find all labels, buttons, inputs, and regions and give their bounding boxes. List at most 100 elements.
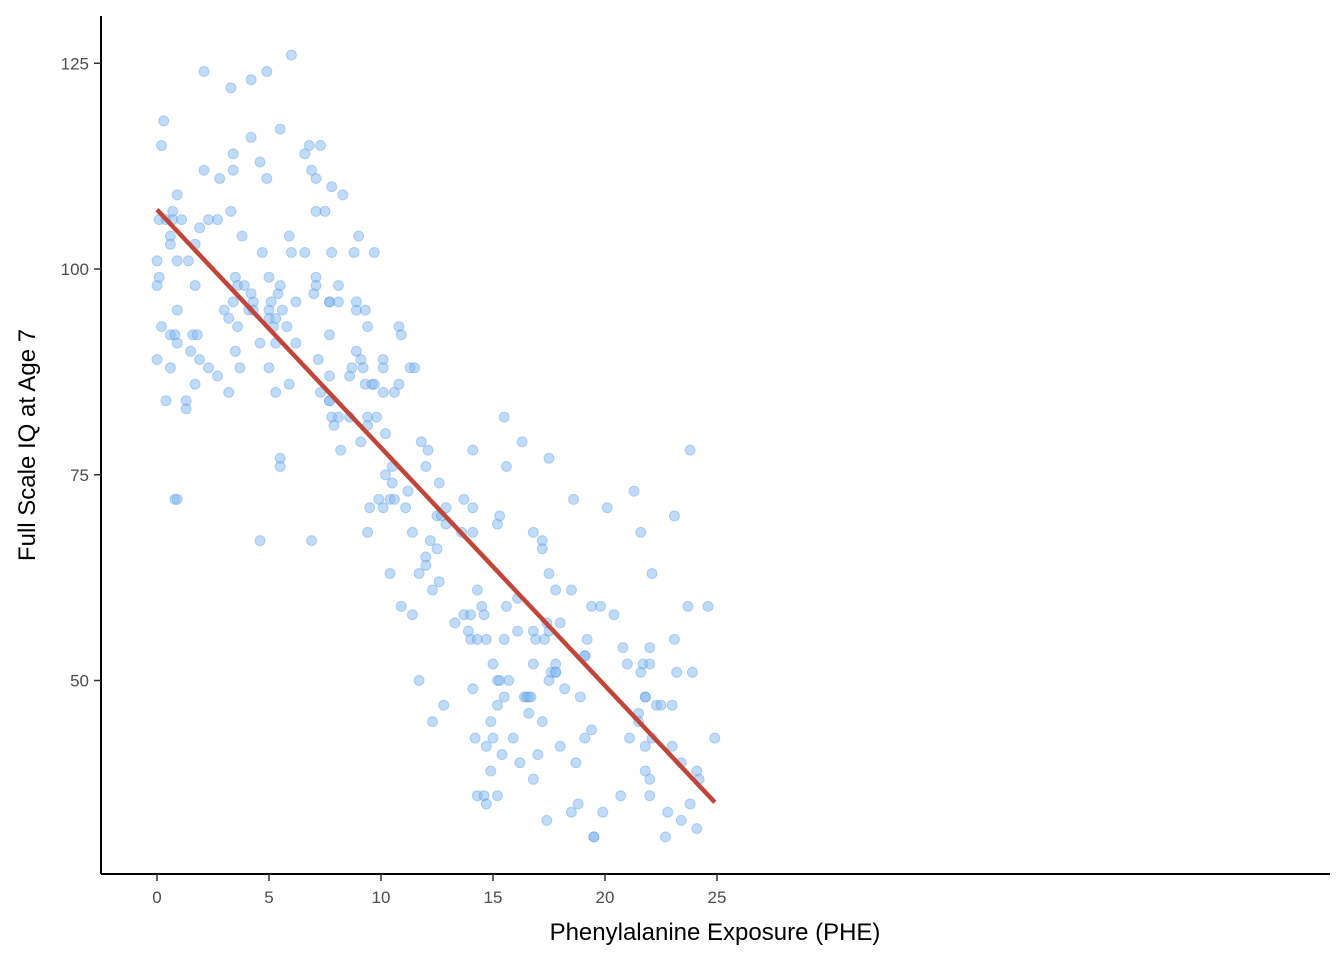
data-point <box>212 214 223 226</box>
data-point <box>639 765 651 777</box>
ticks-layer: 0 5 10 15 20 25 50 75 100 125 <box>61 54 727 907</box>
data-point <box>254 535 266 547</box>
data-point <box>281 321 293 333</box>
data-point <box>568 493 580 505</box>
data-point <box>176 214 188 226</box>
data-point <box>254 337 266 349</box>
data-point <box>666 740 678 752</box>
data-point <box>203 362 214 374</box>
data-point <box>550 584 562 596</box>
data-point <box>337 189 349 201</box>
data-point <box>413 675 425 686</box>
data-point <box>615 790 627 802</box>
data-point <box>312 354 324 365</box>
data-point <box>225 82 237 94</box>
data-point <box>639 691 651 703</box>
data-point <box>194 354 206 365</box>
data-point <box>283 378 295 390</box>
data-point <box>326 247 338 258</box>
data-point <box>413 568 425 579</box>
data-point <box>315 386 326 398</box>
data-point <box>386 477 398 489</box>
data-point <box>550 666 562 678</box>
data-point <box>588 831 600 843</box>
x-tick-label: 5 <box>264 888 273 907</box>
data-point <box>507 732 519 744</box>
x-tick-label: 20 <box>596 888 615 907</box>
data-point <box>254 156 266 168</box>
data-point <box>189 378 201 390</box>
x-tick-label: 10 <box>372 888 391 907</box>
data-point <box>299 247 311 258</box>
y-axis-title: Full Scale IQ at Age 7 <box>14 329 41 561</box>
data-point <box>527 773 539 785</box>
data-point <box>274 123 286 135</box>
data-point <box>283 230 295 242</box>
data-point <box>377 386 389 398</box>
data-point <box>368 247 380 258</box>
data-point <box>485 716 497 728</box>
data-point <box>646 568 658 579</box>
data-point <box>487 732 499 744</box>
data-point <box>655 699 667 711</box>
data-point <box>332 411 344 423</box>
data-point <box>541 814 553 826</box>
data-point <box>662 806 674 818</box>
data-point <box>516 436 528 448</box>
data-point <box>500 600 512 612</box>
axes <box>100 16 1330 875</box>
data-point <box>449 617 461 629</box>
x-tick-label: 25 <box>708 888 727 907</box>
data-point <box>290 296 302 308</box>
data-point <box>384 568 396 579</box>
data-point <box>400 502 412 514</box>
y-tick-label: 125 <box>61 54 89 73</box>
data-point <box>357 362 369 374</box>
data-point <box>346 362 358 374</box>
data-point <box>229 345 241 357</box>
data-point <box>274 280 286 291</box>
data-point <box>532 749 544 761</box>
data-point <box>570 757 582 769</box>
data-point <box>682 600 694 612</box>
data-point <box>579 732 591 744</box>
data-point <box>368 378 380 390</box>
data-point <box>702 600 714 612</box>
data-point <box>306 164 318 176</box>
data-point <box>263 271 275 283</box>
y-tick-label: 75 <box>70 466 89 485</box>
data-point <box>198 164 210 176</box>
data-point <box>525 691 537 703</box>
data-point <box>214 173 226 184</box>
data-point <box>315 140 326 151</box>
data-point <box>164 362 176 374</box>
data-point <box>536 716 548 728</box>
data-point <box>415 436 427 448</box>
data-point <box>554 617 566 629</box>
data-point <box>402 485 414 497</box>
data-point <box>621 658 633 670</box>
data-point <box>225 205 237 217</box>
data-point <box>373 493 385 505</box>
data-point <box>189 280 201 291</box>
data-point <box>512 625 524 637</box>
data-point <box>171 255 183 267</box>
data-point <box>276 304 288 316</box>
data-point <box>238 280 250 291</box>
data-point <box>218 304 230 316</box>
data-point <box>274 461 286 472</box>
data-point <box>153 271 165 283</box>
data-point <box>554 740 566 752</box>
data-point <box>326 181 338 193</box>
data-point <box>424 535 436 547</box>
data-point <box>624 732 636 744</box>
data-point <box>348 247 360 258</box>
data-point <box>182 255 194 267</box>
data-point <box>380 469 391 481</box>
data-point <box>469 732 481 744</box>
data-point <box>270 386 282 398</box>
x-tick-label: 0 <box>152 888 161 907</box>
data-point <box>438 699 450 711</box>
data-point <box>597 806 609 818</box>
data-point <box>427 584 438 596</box>
